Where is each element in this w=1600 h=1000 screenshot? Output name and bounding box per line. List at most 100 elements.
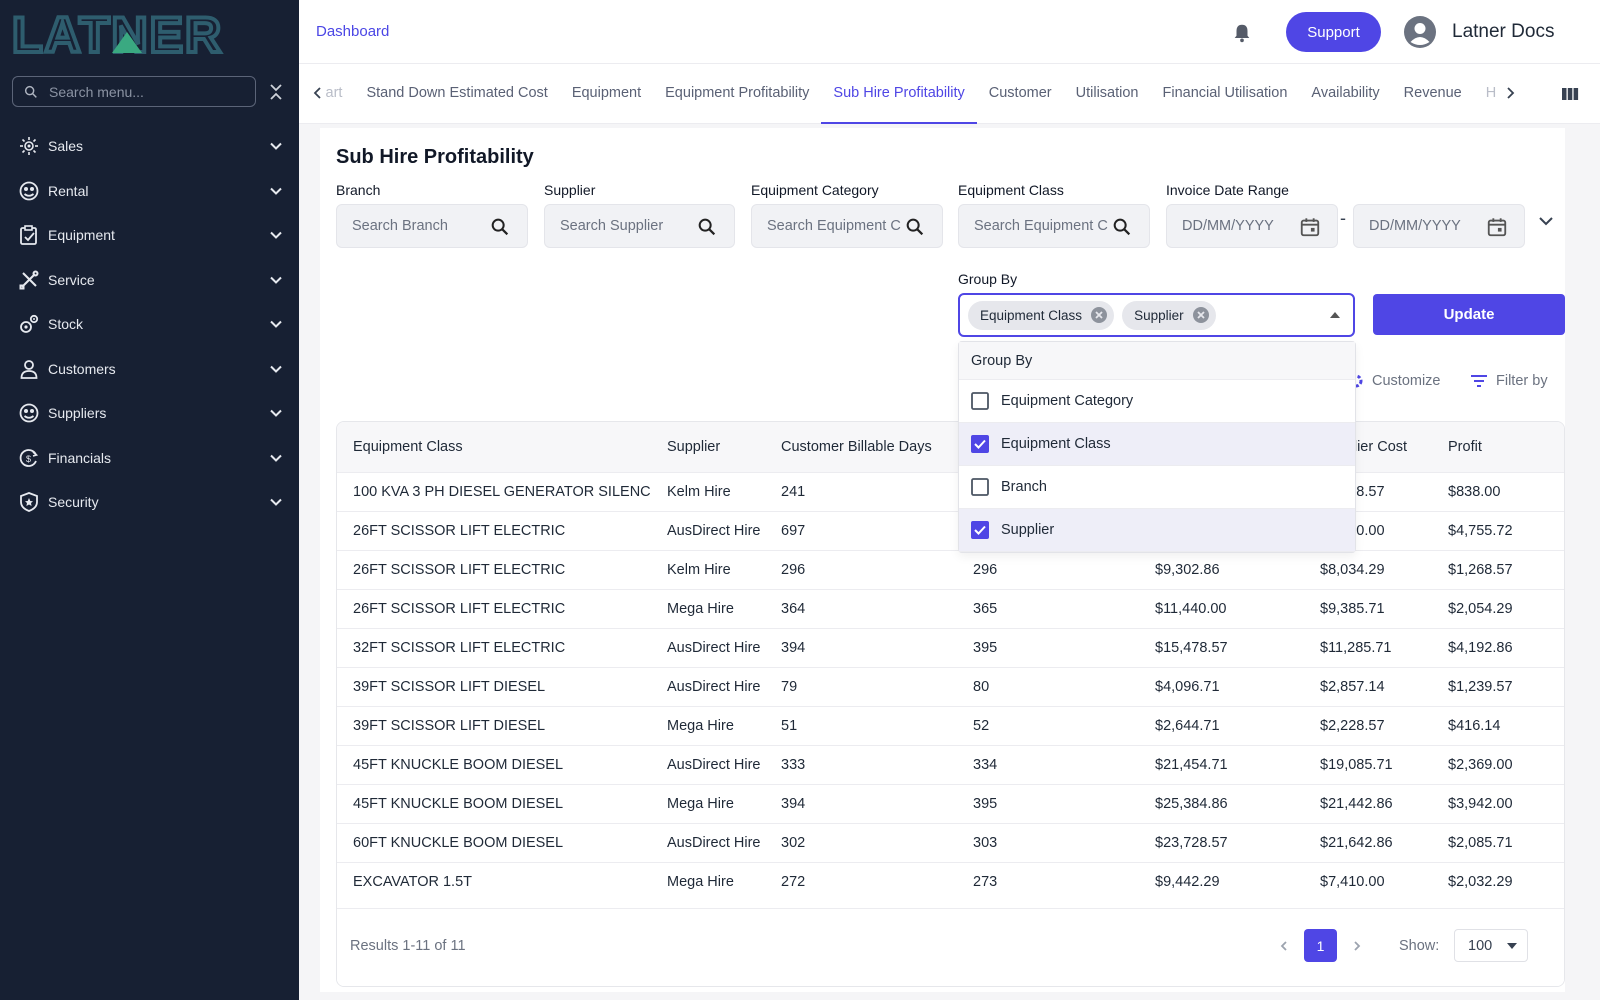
table-row[interactable]: 100 KVA 3 PH DIESEL GENERATOR SILENCED Ke… bbox=[337, 471, 1564, 511]
tab-h[interactable]: H bbox=[1485, 85, 1497, 101]
sidebar-item-rental[interactable]: Rental bbox=[0, 169, 299, 214]
table-row[interactable]: 39FT SCISSOR LIFT DIESEL Mega Hire 51 52 $2,… bbox=[337, 705, 1564, 745]
sidebar-item-service[interactable]: Service bbox=[0, 258, 299, 303]
user-name[interactable]: Latner Docs bbox=[1452, 21, 1555, 42]
date-to-input[interactable] bbox=[1369, 218, 1479, 234]
group-by-option[interactable]: Equipment Class bbox=[959, 423, 1355, 466]
table-cell: $1,268.57 bbox=[1432, 549, 1522, 589]
table-cell: 100 KVA 3 PH DIESEL GENERATOR SILENCED bbox=[337, 471, 651, 511]
sidebar-item-equipment[interactable]: Equipment bbox=[0, 213, 299, 258]
chevron-left-icon[interactable] bbox=[309, 84, 327, 102]
group-by-option[interactable]: Branch bbox=[959, 466, 1355, 509]
equipment-category-filter[interactable] bbox=[751, 204, 943, 248]
tab-equipment[interactable]: Equipment bbox=[571, 85, 642, 101]
sidebar-item-sales[interactable]: Sales bbox=[0, 124, 299, 169]
equipment-class-search-input[interactable] bbox=[974, 218, 1108, 234]
invoice-date-to[interactable] bbox=[1353, 204, 1525, 248]
chevron-right-icon[interactable] bbox=[1501, 84, 1519, 102]
table-cell: 303 bbox=[957, 822, 1139, 862]
table-row[interactable]: 26FT SCISSOR LIFT ELECTRIC Kelm Hire 296 29… bbox=[337, 549, 1564, 589]
chevron-right-icon[interactable] bbox=[1350, 939, 1364, 953]
bell-icon[interactable] bbox=[1231, 22, 1253, 44]
menu-search-box[interactable] bbox=[12, 76, 256, 107]
tab-equipment-profitability[interactable]: Equipment Profitability bbox=[665, 85, 810, 101]
sidebar-item-label: Customers bbox=[48, 360, 116, 377]
column-header[interactable] bbox=[1522, 422, 1564, 472]
equipment-category-search-input[interactable] bbox=[767, 218, 901, 234]
latner-logo[interactable]: LATNER bbox=[10, 8, 280, 56]
table-row[interactable]: 39FT SCISSOR LIFT DIESEL AusDirect Hire 79… bbox=[337, 666, 1564, 706]
supplier-search-input[interactable] bbox=[560, 218, 700, 234]
tab-financial-utilisation[interactable]: Financial Utilisation bbox=[1162, 85, 1288, 101]
invoice-date-from[interactable] bbox=[1166, 204, 1338, 248]
table-cell: 26FT SCISSOR LIFT ELECTRIC bbox=[337, 510, 651, 550]
page-number-button[interactable]: 1 bbox=[1304, 929, 1337, 962]
column-header[interactable]: Equipment Class bbox=[337, 422, 651, 472]
branch-filter[interactable] bbox=[336, 204, 528, 248]
show-label: Show: bbox=[1399, 938, 1440, 954]
table-cell: 79 bbox=[765, 666, 957, 706]
tab-sub-hire-profitability[interactable]: Sub Hire Profitability bbox=[821, 64, 977, 124]
table-cell bbox=[1522, 549, 1564, 589]
sidebar-item-stock[interactable]: Stock bbox=[0, 302, 299, 347]
menu-search-input[interactable] bbox=[49, 83, 239, 100]
tab-stand-down-estimated-cost[interactable]: Stand Down Estimated Cost bbox=[366, 85, 548, 101]
table-row[interactable]: 26FT SCISSOR LIFT ELECTRIC Mega Hire 364 36… bbox=[337, 588, 1564, 628]
table-row[interactable]: 26FT SCISSOR LIFT ELECTRIC AusDirect Hire… bbox=[337, 510, 1564, 550]
user-avatar-icon[interactable] bbox=[1404, 16, 1436, 48]
tab-revenue[interactable]: Revenue bbox=[1403, 85, 1462, 101]
page-title: Sub Hire Profitability bbox=[336, 146, 534, 168]
table-cell: Kelm Hire bbox=[651, 549, 765, 589]
checkbox-checked-icon[interactable] bbox=[970, 434, 990, 454]
breadcrumb-dashboard[interactable]: Dashboard bbox=[316, 23, 390, 40]
column-header[interactable]: Profit bbox=[1432, 422, 1522, 472]
sidebar-item-financials[interactable]: $ Financials bbox=[0, 436, 299, 481]
calendar-icon[interactable] bbox=[1299, 216, 1321, 238]
sales-icon bbox=[18, 135, 40, 157]
table-row[interactable]: 32FT SCISSOR LIFT ELECTRIC AusDirect Hire… bbox=[337, 627, 1564, 667]
date-from-input[interactable] bbox=[1182, 218, 1292, 234]
checkbox-checked-icon[interactable] bbox=[970, 520, 990, 540]
chevron-down-icon[interactable] bbox=[1537, 212, 1555, 230]
table-cell: EXCAVATOR 1.5T bbox=[337, 861, 651, 901]
customize-button[interactable]: Customize bbox=[1348, 373, 1441, 389]
columns-icon[interactable] bbox=[1561, 85, 1579, 103]
caret-up-icon[interactable] bbox=[1329, 311, 1341, 319]
table-row[interactable]: 45FT KNUCKLE BOOM DIESEL AusDirect Hire 33… bbox=[337, 744, 1564, 784]
update-button[interactable]: Update bbox=[1373, 294, 1565, 335]
tab-chart[interactable]: Chart bbox=[325, 85, 343, 101]
group-by-option[interactable]: Supplier bbox=[959, 509, 1355, 552]
page-size-select[interactable]: 100 bbox=[1454, 929, 1528, 962]
sidebar-item-suppliers[interactable]: Suppliers bbox=[0, 391, 299, 436]
group-by-option[interactable]: Equipment Category bbox=[959, 380, 1355, 423]
table-row[interactable]: 45FT KNUCKLE BOOM DIESEL Mega Hire 394 395 $… bbox=[337, 783, 1564, 823]
checkbox-icon[interactable] bbox=[970, 391, 990, 411]
option-label: Equipment Category bbox=[1001, 393, 1134, 409]
branch-search-input[interactable] bbox=[352, 218, 492, 234]
tab-customer[interactable]: Customer bbox=[988, 85, 1052, 101]
collapse-icon[interactable] bbox=[266, 82, 286, 102]
sidebar-item-customers[interactable]: Customers bbox=[0, 347, 299, 392]
sidebar-item-label: Security bbox=[48, 494, 99, 511]
table-row[interactable]: 60FT KNUCKLE BOOM DIESEL AusDirect Hire 30… bbox=[337, 822, 1564, 862]
table-cell: 697 bbox=[765, 510, 957, 550]
calendar-icon[interactable] bbox=[1486, 216, 1508, 238]
equipment-class-filter[interactable] bbox=[958, 204, 1150, 248]
remove-chip-icon[interactable] bbox=[1192, 306, 1210, 324]
supplier-filter[interactable] bbox=[544, 204, 735, 248]
tab-utilisation[interactable]: Utilisation bbox=[1075, 85, 1139, 101]
tab-availability[interactable]: Availability bbox=[1311, 85, 1380, 101]
table-row[interactable]: EXCAVATOR 1.5T Mega Hire 272 273 $9,442.29 $7… bbox=[337, 861, 1564, 901]
group-by-select[interactable]: Equipment Class Supplier bbox=[958, 293, 1355, 337]
filter-by-button[interactable]: Filter by bbox=[1470, 373, 1548, 389]
customize-label: Customize bbox=[1372, 373, 1441, 389]
sidebar-item-security[interactable]: Security bbox=[0, 480, 299, 525]
table-cell: $21,642.86 bbox=[1304, 822, 1432, 862]
column-header[interactable]: Customer Billable Days bbox=[765, 422, 957, 472]
remove-chip-icon[interactable] bbox=[1090, 306, 1108, 324]
column-header[interactable]: Supplier bbox=[651, 422, 765, 472]
support-button[interactable]: Support bbox=[1286, 12, 1381, 52]
checkbox-icon[interactable] bbox=[970, 477, 990, 497]
chevron-left-icon[interactable] bbox=[1277, 939, 1291, 953]
table-cell: $3,942.00 bbox=[1432, 783, 1522, 823]
